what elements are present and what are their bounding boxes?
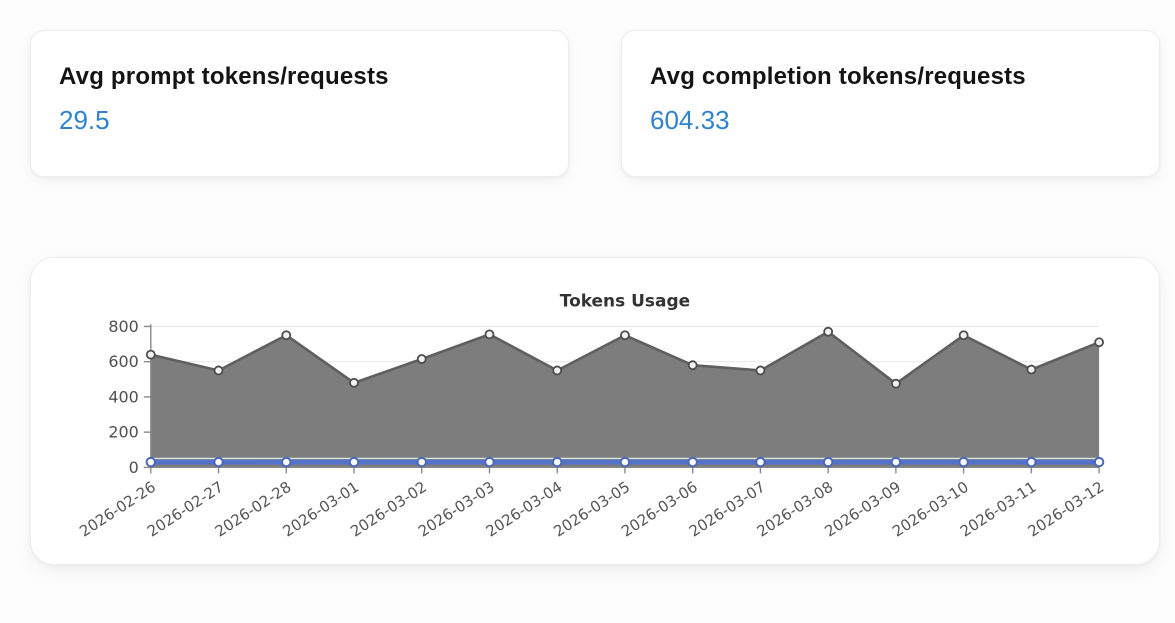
- gray-marker: [552, 365, 563, 376]
- blue-marker: [552, 456, 563, 468]
- gray-marker: [416, 354, 427, 364]
- blue-marker: [281, 456, 292, 468]
- stat-card-value: 29.5: [59, 105, 110, 135]
- gray-marker: [1026, 364, 1037, 375]
- blue-marker: [145, 456, 156, 468]
- x-tick-label: 2026-03-12: [1025, 478, 1108, 541]
- blue-marker: [958, 456, 969, 468]
- gray-marker: [484, 329, 495, 340]
- y-tick-label: 200: [108, 423, 138, 442]
- gray-marker: [213, 365, 224, 376]
- y-tick-label: 0: [129, 458, 139, 477]
- blue-marker: [484, 456, 495, 468]
- stat-card-value: 604.33: [650, 105, 730, 135]
- stat-card-title: Avg prompt tokens/requests: [59, 63, 389, 90]
- stat-card-avg-completion-tokens: Avg completion tokens/requests 604.33: [621, 30, 1160, 177]
- blue-marker: [416, 456, 427, 468]
- gray-marker: [891, 378, 901, 389]
- blue-marker: [1093, 456, 1105, 468]
- gray-marker: [755, 365, 766, 376]
- gray-marker: [145, 349, 156, 360]
- stats-row: Avg prompt tokens/requests 29.5 Avg comp…: [0, 0, 1175, 177]
- area-fill: [150, 331, 1100, 468]
- x-tick-label: 2026-02-28: [212, 478, 295, 541]
- y-tick-label: 800: [108, 317, 138, 336]
- blue-marker: [687, 456, 698, 468]
- blue-marker: [1026, 456, 1037, 468]
- stat-card-avg-prompt-tokens: Avg prompt tokens/requests 29.5: [30, 30, 569, 177]
- x-tick-label: 2026-03-06: [618, 478, 701, 541]
- gray-marker: [958, 330, 969, 341]
- x-tick-label: 2026-02-27: [144, 478, 227, 541]
- y-tick-label: 600: [108, 352, 138, 371]
- tokens-usage-card: 0 200 400 600 800 2026-02-26 2026-02-27 2026-02…: [30, 257, 1160, 565]
- blue-marker: [213, 456, 224, 468]
- blue-marker: [890, 456, 902, 468]
- blue-marker: [619, 456, 631, 468]
- y-tick-label: 400: [108, 387, 138, 406]
- blue-marker: [348, 456, 360, 468]
- gray-marker: [1094, 337, 1104, 348]
- gray-marker: [620, 330, 630, 341]
- blue-marker: [755, 456, 766, 468]
- x-tick-label: 2026-03-07: [686, 478, 769, 541]
- gray-marker: [823, 326, 834, 337]
- chart-title: Tokens Usage: [560, 291, 690, 311]
- tokens-usage-chart: 02004006008002026-02-262026-02-272026-02…: [76, 291, 1108, 541]
- gray-marker: [687, 360, 698, 371]
- blue-marker: [822, 456, 834, 468]
- gray-marker: [281, 330, 292, 341]
- gray-marker: [349, 377, 359, 388]
- stat-card-title: Avg completion tokens/requests: [650, 63, 1026, 90]
